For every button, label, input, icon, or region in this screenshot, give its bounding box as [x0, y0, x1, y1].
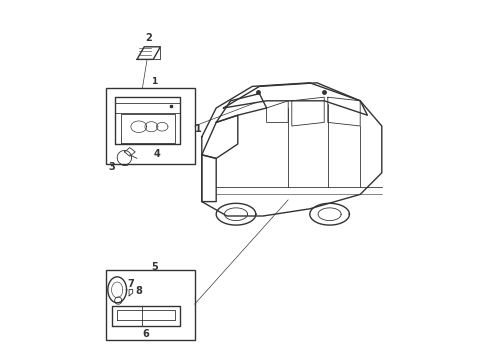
- Text: 2: 2: [145, 33, 152, 43]
- Bar: [106, 88, 195, 164]
- Text: 4: 4: [153, 149, 160, 159]
- Text: 1: 1: [195, 124, 201, 134]
- Text: 1: 1: [151, 77, 158, 86]
- Text: 7: 7: [127, 279, 134, 289]
- Bar: [106, 270, 195, 340]
- Text: 6: 6: [143, 329, 149, 339]
- Text: 5: 5: [151, 262, 158, 272]
- Text: 8: 8: [135, 286, 142, 296]
- Text: 3: 3: [108, 162, 115, 172]
